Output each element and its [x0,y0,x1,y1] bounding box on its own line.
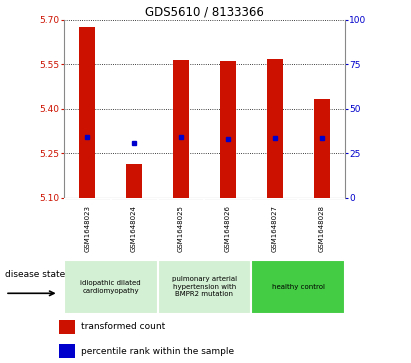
Bar [58,320,75,334]
Text: idiopathic dilated
cardiomyopathy: idiopathic dilated cardiomyopathy [80,280,141,294]
Text: GSM1648027: GSM1648027 [272,205,278,252]
Text: GSM1648028: GSM1648028 [319,205,325,252]
Text: GSM1648023: GSM1648023 [84,205,90,252]
Text: GSM1648025: GSM1648025 [178,205,184,252]
Bar [220,61,236,198]
Bar [64,260,157,314]
Bar [314,98,330,198]
Bar [58,344,75,358]
Text: GSM1648024: GSM1648024 [131,205,137,252]
Text: disease state: disease state [5,270,65,279]
Bar [126,164,142,198]
Bar [79,27,95,198]
Text: healthy control: healthy control [272,284,325,290]
Text: GSM1648026: GSM1648026 [225,205,231,252]
Bar [267,59,283,198]
Text: pulmonary arterial
hypertension with
BMPR2 mutation: pulmonary arterial hypertension with BMP… [172,276,237,297]
Text: percentile rank within the sample: percentile rank within the sample [81,347,234,356]
Title: GDS5610 / 8133366: GDS5610 / 8133366 [145,6,264,19]
Bar [157,260,252,314]
Bar [173,60,189,198]
Bar [252,260,345,314]
Text: transformed count: transformed count [81,322,165,331]
